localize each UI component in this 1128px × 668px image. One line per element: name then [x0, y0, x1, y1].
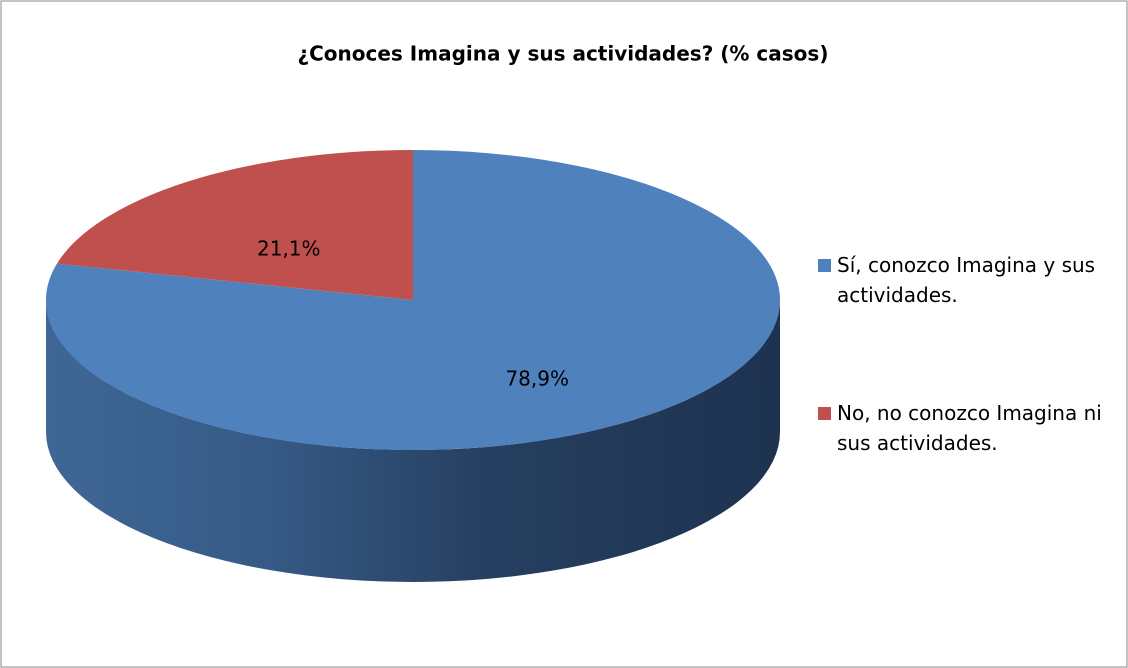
pie-slice: [56, 150, 414, 300]
legend-swatch: [818, 259, 831, 272]
data-label: 78,9%: [505, 367, 569, 391]
data-label: 21,1%: [257, 236, 321, 260]
chart-title: ¿Conoces Imagina y sus actividades? (% c…: [298, 42, 829, 66]
pie-side: [46, 300, 780, 582]
legend-entry: Sí, conozco Imagina y sus actividades.: [818, 250, 1108, 310]
legend-swatch: [818, 407, 831, 420]
legend-entry: No, no conozco Imagina ni sus actividade…: [818, 398, 1108, 458]
pie-slice: [46, 150, 780, 450]
legend-label: No, no conozco Imagina ni sus actividade…: [837, 401, 1102, 455]
legend-label: Sí, conozco Imagina y sus actividades.: [837, 253, 1096, 307]
